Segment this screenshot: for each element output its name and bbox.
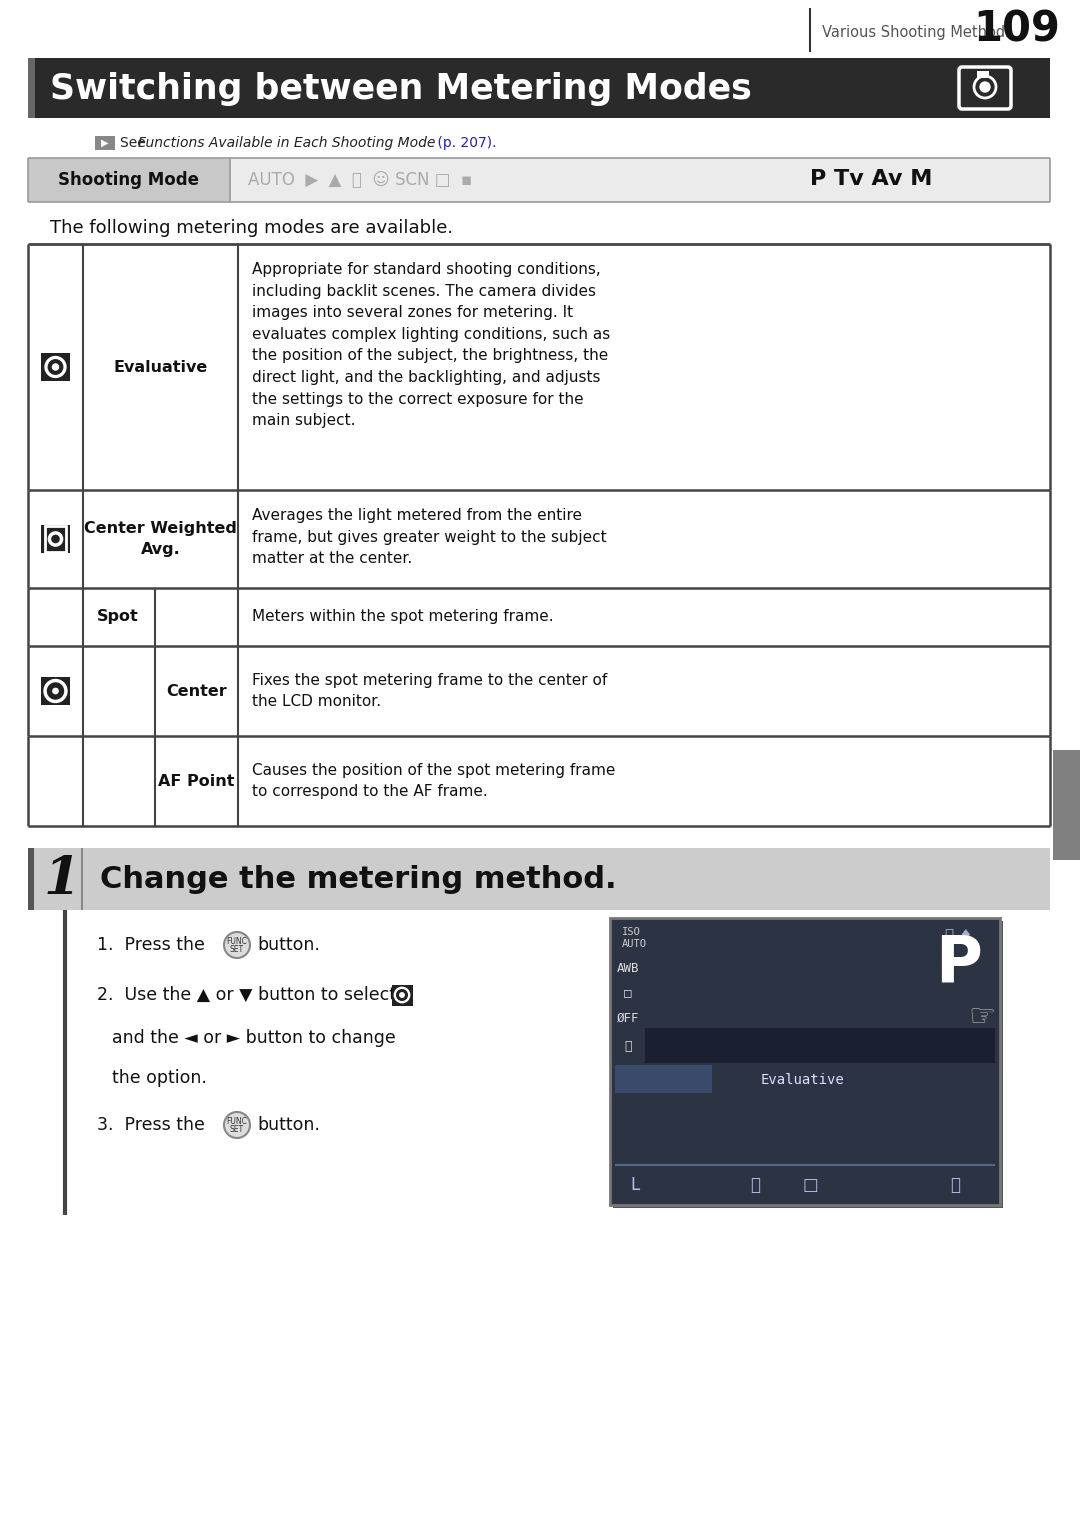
Text: AUTO  ▶  ▲  ⬜  ☺ SCN □  ▪: AUTO ▶ ▲ ⬜ ☺ SCN □ ▪: [248, 170, 472, 189]
Text: Shooting Mode: Shooting Mode: [58, 170, 200, 189]
Text: AUTO: AUTO: [622, 938, 647, 949]
Text: ⧄: ⧄: [950, 1176, 960, 1194]
Bar: [624, 1071, 640, 1088]
Text: Spot: Spot: [97, 610, 138, 625]
Bar: [230, 158, 1050, 202]
Text: 109: 109: [973, 9, 1059, 52]
Bar: [613, 922, 1003, 1208]
FancyBboxPatch shape: [959, 67, 1011, 110]
Bar: [1053, 750, 1080, 859]
Text: Causes the position of the spot metering frame
to correspond to the AF frame.: Causes the position of the spot metering…: [252, 762, 616, 800]
Text: SET: SET: [230, 945, 244, 954]
Circle shape: [49, 360, 63, 374]
Circle shape: [631, 1077, 634, 1081]
Text: Center: Center: [166, 683, 227, 698]
Text: Center Weighted
Avg.: Center Weighted Avg.: [84, 522, 237, 557]
Circle shape: [396, 990, 407, 1001]
Text: 1: 1: [43, 855, 80, 905]
Text: FUNC: FUNC: [227, 937, 247, 946]
Bar: [41, 525, 70, 554]
Bar: [28, 158, 230, 202]
Text: button.: button.: [257, 935, 320, 954]
Text: ISO: ISO: [622, 926, 640, 937]
Text: Change the metering method.: Change the metering method.: [100, 865, 617, 894]
Bar: [610, 919, 1000, 1205]
Text: ☞: ☞: [969, 1004, 996, 1033]
Text: Averages the light metered from the entire
frame, but gives greater weight to th: Averages the light metered from the enti…: [252, 508, 607, 566]
Bar: [615, 1065, 712, 1094]
Text: See: See: [120, 135, 150, 151]
Text: AF Point: AF Point: [159, 774, 234, 788]
Circle shape: [45, 356, 66, 377]
Text: FUNC: FUNC: [227, 1118, 247, 1127]
Bar: [45, 526, 66, 552]
Text: □: □: [624, 987, 632, 999]
Circle shape: [224, 932, 249, 958]
Text: ØFF: ØFF: [617, 1011, 639, 1025]
Text: P Tv Av M: P Tv Av M: [810, 169, 932, 189]
Circle shape: [53, 689, 58, 694]
Text: Fixes the spot metering frame to the center of
the LCD monitor.: Fixes the spot metering frame to the cen…: [252, 672, 607, 709]
Text: Functions Available in Each Shooting Mode: Functions Available in Each Shooting Mod…: [138, 135, 435, 151]
Text: Evaluative: Evaluative: [113, 359, 207, 374]
Bar: [28, 849, 33, 910]
Circle shape: [627, 1075, 636, 1083]
Bar: [41, 677, 70, 706]
Text: SET: SET: [230, 1124, 244, 1133]
Bar: [391, 984, 413, 1005]
Circle shape: [626, 1072, 638, 1084]
Text: ⎙: ⎙: [624, 1039, 632, 1053]
Text: □: □: [802, 1176, 818, 1194]
Text: ⦿ ♦: ⦿ ♦: [945, 928, 973, 943]
Text: Switching between Metering Modes: Switching between Metering Modes: [50, 71, 752, 106]
Text: button.: button.: [257, 1116, 320, 1135]
Bar: [610, 919, 1000, 1205]
Circle shape: [224, 1112, 249, 1138]
Text: 3.  Press the: 3. Press the: [97, 1116, 205, 1135]
Text: L: L: [631, 1176, 639, 1194]
Text: 1.  Press the: 1. Press the: [97, 935, 205, 954]
Text: the option.: the option.: [112, 1069, 207, 1088]
Circle shape: [53, 364, 58, 370]
Text: Appropriate for standard shooting conditions,
including backlit scenes. The came: Appropriate for standard shooting condit…: [252, 262, 610, 429]
Bar: [28, 58, 35, 119]
Text: and the ◄ or ► button to change: and the ◄ or ► button to change: [112, 1030, 395, 1046]
Text: 2.  Use the ▲ or ▼ button to select: 2. Use the ▲ or ▼ button to select: [97, 986, 396, 1004]
Circle shape: [400, 993, 404, 998]
Text: ⦿: ⦿: [750, 1176, 760, 1194]
Circle shape: [980, 82, 990, 91]
Text: ▶: ▶: [102, 138, 109, 148]
Text: P: P: [935, 932, 982, 995]
Text: Meters within the spot metering frame.: Meters within the spot metering frame.: [252, 610, 554, 625]
Text: AWB: AWB: [617, 961, 639, 975]
Text: The following metering modes are available.: The following metering modes are availab…: [50, 219, 454, 237]
Bar: [41, 353, 70, 382]
Text: Various Shooting Methods: Various Shooting Methods: [822, 24, 1013, 40]
Bar: [28, 849, 1050, 910]
Text: Evaluative: Evaluative: [760, 1072, 845, 1088]
Text: (p. 207).: (p. 207).: [433, 135, 497, 151]
Circle shape: [394, 987, 409, 1002]
Bar: [645, 1028, 995, 1063]
Bar: [977, 71, 989, 78]
Bar: [28, 58, 1050, 119]
Bar: [95, 135, 114, 151]
